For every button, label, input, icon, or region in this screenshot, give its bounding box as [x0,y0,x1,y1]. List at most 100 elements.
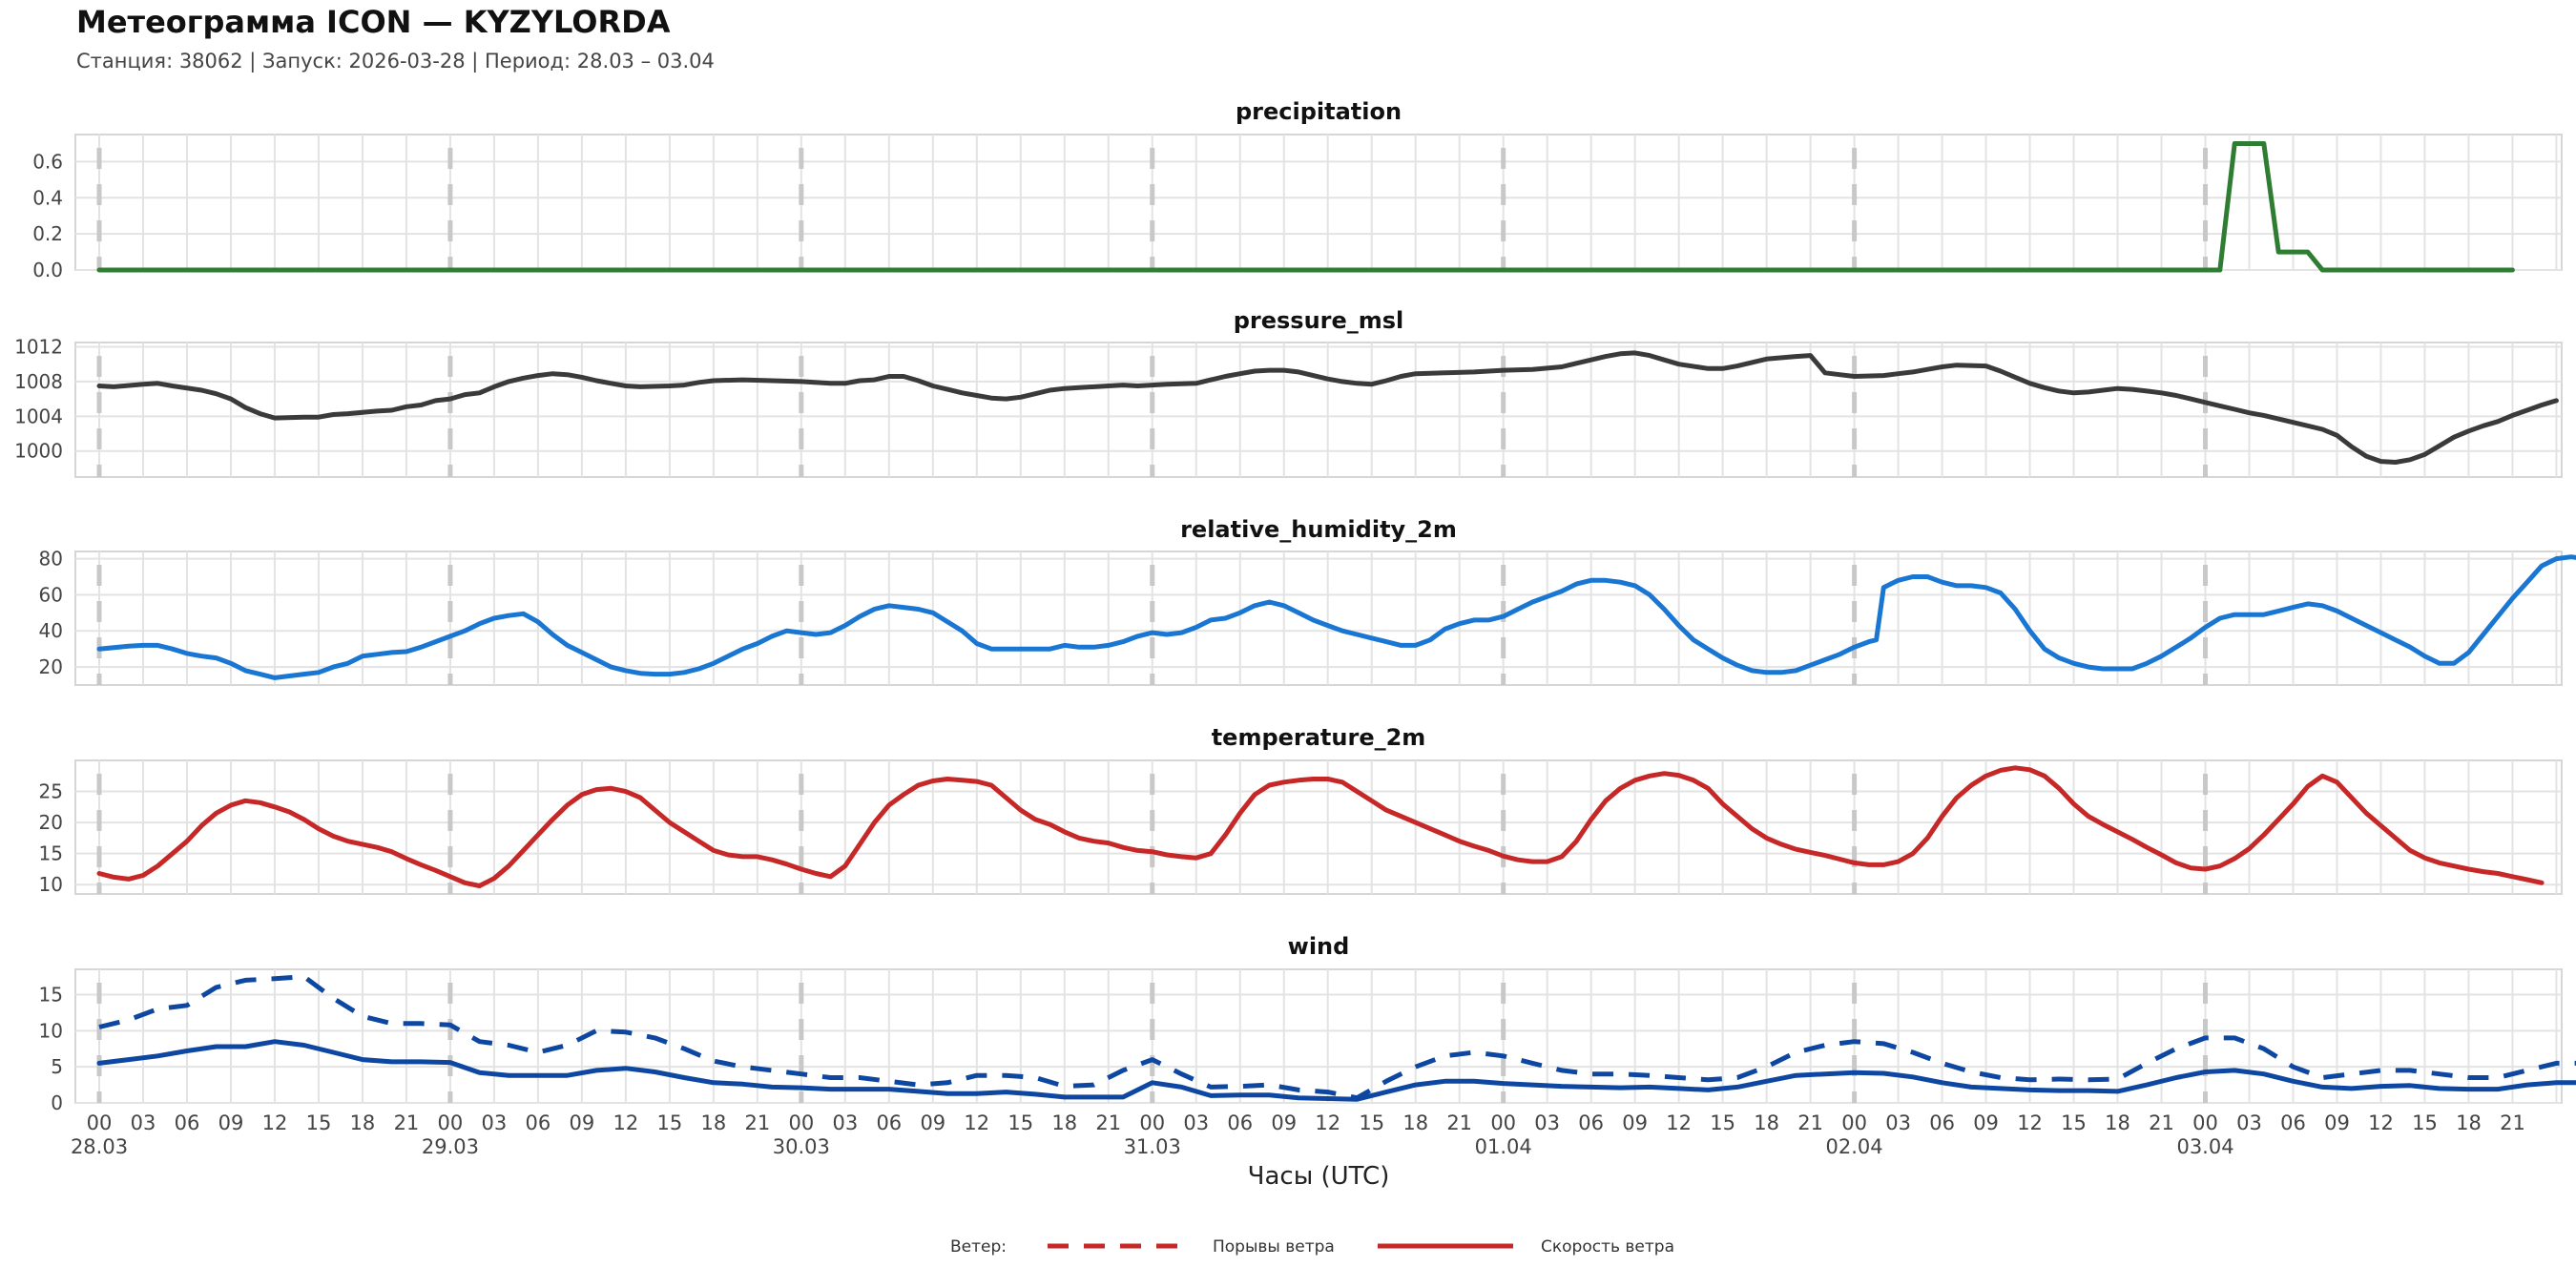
panel-wind: 0 5 10 15 wind [39,933,2576,1114]
x-tick-label: 18 [1402,1111,1428,1134]
x-tick-label: 06 [526,1111,551,1134]
y-tick-label: 0.2 [32,222,63,245]
panel-title-precipitation: precipitation [1236,98,1402,125]
x-tick-label: 09 [920,1111,945,1134]
y-tick-label: 5 [51,1055,63,1078]
x-tick-label: 03 [2236,1111,2262,1134]
legend: Ветер: Порывы ветра Скорость ветра [950,1237,1674,1257]
y-tick-label: 0.6 [32,150,63,173]
y-tick-label: 1012 [14,336,63,359]
y-tick-label: 1004 [14,405,63,427]
x-tick-label: 00 [438,1111,464,1134]
legend-label-gusts: Порывы ветра [1213,1237,1335,1257]
y-tick-label: 15 [39,842,63,865]
panel-temperature_2m: 10 15 20 25 temperature_2m [39,724,2563,896]
y-tick-label: 0 [51,1091,63,1114]
x-axis: 00 03 06 09 12 15 18 21 00 03 06 09 12 15 18 21 00 03 06 09… [71,1111,2525,1158]
panel-relative_humidity_2m: 20 40 60 80 relative_humidity_2m [39,516,2576,686]
x-tick-label: 15 [306,1111,332,1134]
y-tick-label: 15 [39,983,63,1006]
panel-title-wind: wind [1288,933,1350,960]
x-day-label: 01.04 [1475,1135,1532,1158]
x-axis-label: Часы (UTC) [1248,1162,1390,1191]
x-tick-label: 03 [131,1111,156,1134]
x-tick-label: 09 [218,1111,244,1134]
panel-title-pressure_msl: pressure_msl [1234,307,1404,334]
page-subtitle: Станция: 38062 | Запуск: 2026-03-28 | Пе… [76,50,715,73]
x-tick-label: 18 [2456,1111,2482,1134]
series-line-pressure_msl-0 [96,350,2559,465]
x-tick-label: 06 [175,1111,200,1134]
x-tick-label: 06 [1578,1111,1604,1134]
x-tick-label: 21 [394,1111,420,1134]
y-tick-label: 60 [39,583,63,606]
x-tick-label: 00 [2192,1111,2218,1134]
panel-precipitation: 0.0 0.2 0.4 0.6 precipitation [32,98,2563,281]
x-tick-label: 12 [2368,1111,2394,1134]
x-tick-label: 09 [1622,1111,1648,1134]
legend-title: Ветер: [950,1237,1007,1257]
x-tick-label: 09 [2324,1111,2350,1134]
y-tick-label: 25 [39,780,63,803]
panel-frame [74,342,2563,478]
series-line-temperature_2m-0 [96,765,2545,888]
x-day-label: 30.03 [773,1135,830,1158]
x-tick-label: 18 [1051,1111,1077,1134]
x-tick-label: 12 [1666,1111,1692,1134]
x-tick-label: 21 [2149,1111,2174,1134]
x-tick-label: 21 [744,1111,770,1134]
series-line-precipitation-0 [96,141,2515,273]
x-tick-label: 18 [350,1111,376,1134]
x-tick-label: 06 [1227,1111,1253,1134]
x-day-label: 02.04 [1826,1135,1883,1158]
y-tick-label: 20 [39,811,63,834]
x-tick-label: 00 [1490,1111,1516,1134]
x-tick-label: 21 [1797,1111,1823,1134]
x-tick-label: 12 [262,1111,288,1134]
x-day-label: 28.03 [71,1135,128,1158]
y-tick-label: 40 [39,619,63,642]
x-tick-label: 03 [482,1111,508,1134]
x-tick-label: 09 [570,1111,595,1134]
series-line-wind-0 [98,974,2576,1101]
x-tick-label: 21 [1446,1111,1472,1134]
x-tick-label: 15 [2412,1111,2438,1134]
x-tick-label: 00 [87,1111,113,1134]
y-tick-label: 1000 [14,440,63,463]
x-tick-label: 15 [1359,1111,1384,1134]
x-tick-label: 00 [788,1111,814,1134]
x-day-label: 31.03 [1124,1135,1181,1158]
x-day-label: 29.03 [422,1135,479,1158]
x-tick-label: 15 [657,1111,683,1134]
y-tick-label: 10 [39,873,63,896]
x-tick-label: 00 [1841,1111,1867,1134]
y-tick-label: 80 [39,548,63,571]
panel-title-relative_humidity_2m: relative_humidity_2m [1180,516,1457,543]
x-tick-label: 12 [2017,1111,2043,1134]
panel-title-temperature_2m: temperature_2m [1212,724,1426,751]
x-tick-label: 15 [1710,1111,1735,1134]
page-title: Метеограмма ICON — KYZYLORDA [76,4,671,40]
x-tick-label: 12 [964,1111,989,1134]
y-tick-label: 20 [39,655,63,678]
x-tick-label: 06 [2280,1111,2306,1134]
x-tick-label: 00 [1139,1111,1165,1134]
panel-pressure_msl: 1000 1004 1008 1012 pressure_msl [14,307,2563,478]
legend-label-speed: Скорость ветра [1541,1237,1674,1257]
series-line-relative_humidity_2m-0 [96,554,2576,680]
x-tick-label: 18 [700,1111,726,1134]
panel-frame [74,759,2563,895]
x-tick-label: 18 [1754,1111,1779,1134]
x-tick-label: 03 [1885,1111,1911,1134]
x-tick-label: 21 [1095,1111,1121,1134]
x-tick-label: 15 [1008,1111,1033,1134]
x-tick-label: 09 [1973,1111,1999,1134]
y-tick-label: 0.4 [32,186,63,209]
x-tick-label: 03 [832,1111,858,1134]
x-tick-label: 03 [1534,1111,1560,1134]
x-tick-label: 09 [1271,1111,1297,1134]
series-line-wind-1 [96,1039,2576,1102]
panel-frame [74,968,2563,1104]
x-tick-label: 03 [1183,1111,1209,1134]
